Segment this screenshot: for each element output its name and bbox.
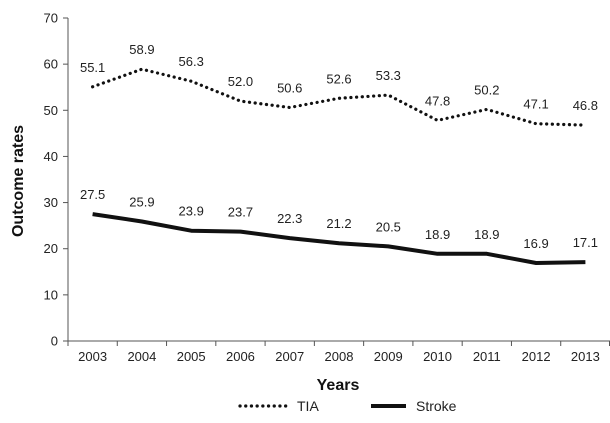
data-label-tia: 52.6 xyxy=(326,71,351,86)
x-tick-label: 2013 xyxy=(571,349,600,364)
x-tick-label: 2006 xyxy=(226,349,255,364)
data-label-stroke: 17.1 xyxy=(573,235,598,250)
data-label-tia: 52.0 xyxy=(228,74,253,89)
legend-item-tia: TIA xyxy=(238,398,319,414)
legend-item-stroke: Stroke xyxy=(371,398,457,414)
data-label-tia: 50.2 xyxy=(474,82,499,97)
y-tick-label: 30 xyxy=(44,195,58,210)
data-label-stroke: 21.2 xyxy=(326,216,351,231)
y-tick-label: 70 xyxy=(44,11,58,26)
data-label-stroke: 18.9 xyxy=(425,227,450,242)
x-tick-label: 2004 xyxy=(127,349,156,364)
data-label-stroke: 23.9 xyxy=(179,204,204,219)
x-tick-label: 2012 xyxy=(522,349,551,364)
series-lines xyxy=(90,67,588,265)
y-tick-label: 50 xyxy=(44,103,58,118)
series-line-tia xyxy=(90,67,588,127)
x-tick-label: 2009 xyxy=(374,349,403,364)
x-tick-label: 2003 xyxy=(78,349,107,364)
data-label-tia: 46.8 xyxy=(573,98,598,113)
data-label-stroke: 27.5 xyxy=(80,187,105,202)
data-label-stroke: 18.9 xyxy=(474,227,499,242)
x-tick-label: 2007 xyxy=(275,349,304,364)
y-axis-title: Outcome rates xyxy=(10,125,27,237)
x-axis-title: Years xyxy=(317,377,360,394)
x-tick-label: 2005 xyxy=(177,349,206,364)
data-label-stroke: 23.7 xyxy=(228,205,253,220)
data-label-tia: 47.1 xyxy=(523,97,548,112)
y-tick-label: 40 xyxy=(44,149,58,164)
data-label-tia: 47.8 xyxy=(425,93,450,108)
x-axis: 2003 2004 2005 2006 2007 2008 2009 2010 2011 2012… xyxy=(67,340,610,364)
x-tick-label: 2008 xyxy=(325,349,354,364)
legend-label: TIA xyxy=(297,398,319,414)
data-label-tia: 50.6 xyxy=(277,81,302,96)
legend: TIA Stroke xyxy=(238,398,457,414)
data-label-stroke: 25.9 xyxy=(129,194,154,209)
data-label-tia: 55.1 xyxy=(80,60,105,75)
y-tick-label: 10 xyxy=(44,287,58,302)
y-tick-label: 20 xyxy=(44,241,58,256)
y-tick-label: 60 xyxy=(44,57,58,72)
x-tick-label: 2010 xyxy=(423,349,452,364)
data-label-stroke: 16.9 xyxy=(523,236,548,251)
legend-label: Stroke xyxy=(416,398,457,414)
data-label-stroke: 22.3 xyxy=(277,211,302,226)
data-labels: 55.1 58.9 56.3 52.0 50.6 52.6 53.3 47.8 50.2 47.1… xyxy=(80,42,598,251)
data-label-tia: 56.3 xyxy=(179,54,204,69)
data-label-stroke: 20.5 xyxy=(376,219,401,234)
series-line-stroke xyxy=(92,212,586,265)
y-axis: 0 10 20 30 40 50 60 70 xyxy=(44,11,69,349)
y-tick-label: 0 xyxy=(51,334,58,349)
x-tick-label: 2011 xyxy=(473,349,501,364)
data-label-tia: 53.3 xyxy=(376,68,401,83)
data-label-tia: 58.9 xyxy=(129,42,154,57)
